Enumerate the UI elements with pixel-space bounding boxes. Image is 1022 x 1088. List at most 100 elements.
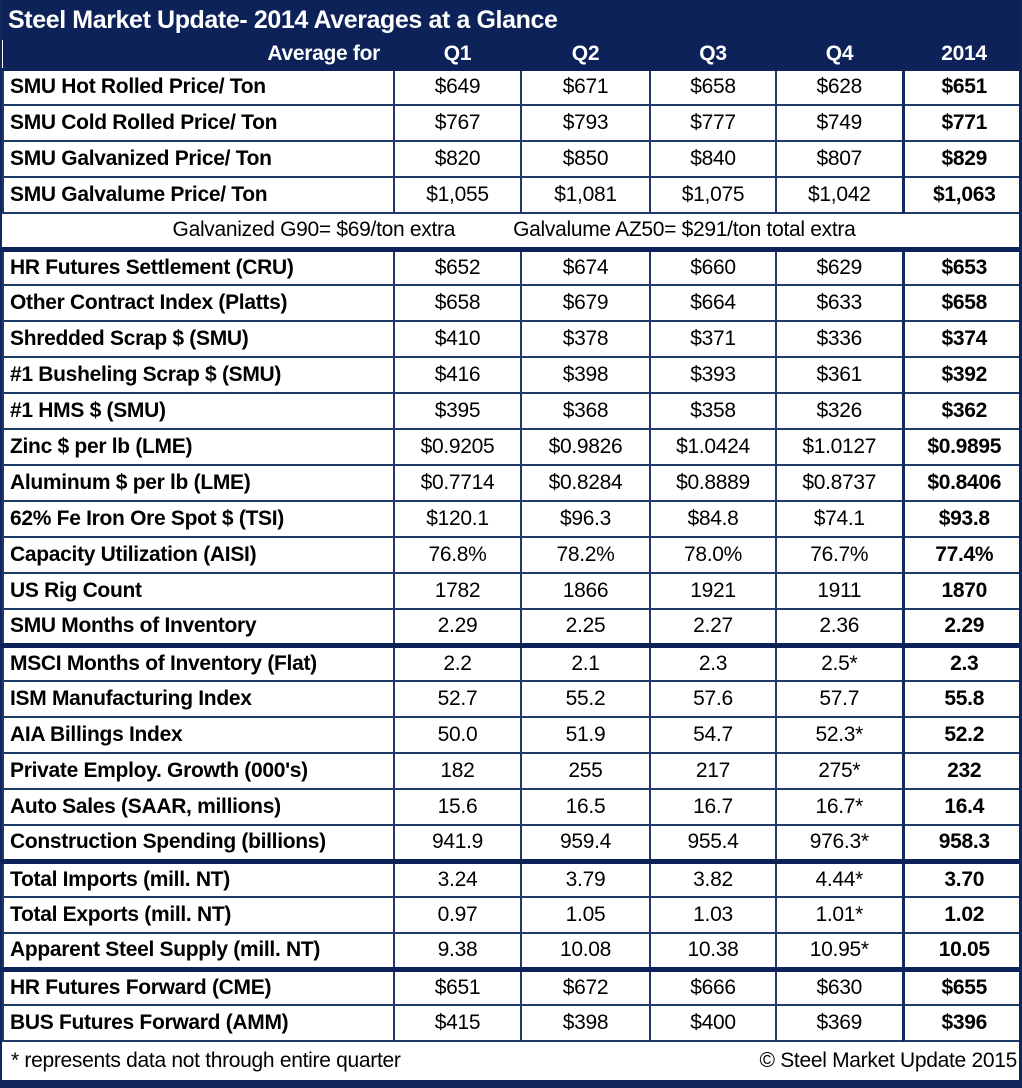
quarter-value-cell: $84.8 — [649, 500, 777, 538]
year-value-cell: 2.29 — [901, 608, 1019, 646]
year-value-cell: 3.70 — [901, 858, 1019, 898]
header-q3: Q3 — [650, 40, 776, 71]
quarter-value-cell: 2.5* — [775, 642, 904, 682]
row-label-cell: Other Contract Index (Platts) — [2, 284, 395, 322]
quarter-value-cell: 54.7 — [649, 716, 777, 754]
quarter-value-cell: $336 — [775, 320, 904, 358]
quarter-value-cell: $371 — [649, 320, 777, 358]
row-label-cell: US Rig Count — [2, 572, 395, 610]
year-value-cell: 1870 — [901, 572, 1019, 610]
quarter-value-cell: $361 — [775, 356, 904, 394]
quarter-value-cell: 76.8% — [393, 536, 522, 574]
table-row: Total Imports (mill. NT) 3.24 3.79 3.82 4.44… — [2, 858, 1019, 898]
year-value-cell: 52.2 — [901, 716, 1019, 754]
quarter-value-cell: 2.3 — [649, 642, 777, 682]
quarter-value-cell: $1,075 — [649, 176, 777, 214]
quarter-value-cell: 16.7 — [649, 788, 777, 826]
quarter-value-cell: $395 — [393, 392, 522, 430]
quarter-value-cell: $410 — [393, 320, 522, 358]
year-value-cell: $658 — [901, 284, 1019, 322]
quarter-value-cell: $666 — [649, 966, 777, 1006]
table-row: Total Exports (mill. NT) 0.97 1.05 1.03 1.01… — [2, 896, 1019, 934]
quarter-value-cell: $96.3 — [520, 500, 651, 538]
row-label-cell: #1 HMS $ (SMU) — [2, 392, 395, 430]
galvalume-extra-note: Galvalume AZ50= $291/ton total extra — [513, 218, 856, 242]
quarter-value-cell: 3.82 — [649, 858, 777, 898]
quarter-value-cell: 2.27 — [649, 608, 777, 646]
quarter-value-cell: 15.6 — [393, 788, 522, 826]
quarter-value-cell: 2.36 — [775, 608, 904, 646]
year-value-cell: $0.9895 — [901, 428, 1019, 466]
quarter-value-cell: 1921 — [649, 572, 777, 610]
table-header: Average for Q1 Q2 Q3 Q4 2014 — [3, 40, 1019, 71]
row-label-cell: Construction Spending (billions) — [2, 824, 395, 862]
year-value-cell: $0.8406 — [901, 464, 1019, 502]
quarter-value-cell: $649 — [393, 68, 522, 106]
quarter-value-cell: $628 — [775, 68, 904, 106]
quarter-value-cell: $1.0424 — [649, 428, 777, 466]
table-row: SMU Galvalume Price/ Ton $1,055 $1,081 $1,0… — [2, 176, 1019, 214]
header-row: Average for Q1 Q2 Q3 Q4 2014 — [3, 40, 1019, 71]
quarter-value-cell: 1.03 — [649, 896, 777, 934]
table-row: #1 Busheling Scrap $ (SMU) $416 $398 $393 $3… — [2, 356, 1019, 394]
quarter-value-cell: 2.1 — [520, 642, 651, 682]
quarter-value-cell: $74.1 — [775, 500, 904, 538]
quarter-value-cell: $0.9205 — [393, 428, 522, 466]
table-row: 62% Fe Iron Ore Spot $ (TSI) $120.1 $96.3 $… — [2, 500, 1019, 538]
quarter-value-cell: $120.1 — [393, 500, 522, 538]
year-value-cell: 16.4 — [901, 788, 1019, 826]
row-label-cell: SMU Galvanized Price/ Ton — [2, 140, 395, 178]
quarter-value-cell: $415 — [393, 1004, 522, 1042]
table-row: Private Employ. Growth (000's) 182 255 217 2… — [2, 752, 1019, 790]
quarter-value-cell: 955.4 — [649, 824, 777, 862]
footnote-asterisk: * represents data not through entire qua… — [11, 1049, 401, 1072]
quarter-value-cell: 51.9 — [520, 716, 651, 754]
coating-extras-note-row: Galvanized G90= $69/ton extra Galvalume A… — [3, 212, 1019, 250]
quarter-value-cell: 1.05 — [520, 896, 651, 934]
row-label-cell: MSCI Months of Inventory (Flat) — [2, 642, 395, 682]
quarter-value-cell: $651 — [393, 966, 522, 1006]
quarter-value-cell: 2.25 — [520, 608, 651, 646]
page-title: Steel Market Update- 2014 Averages at a … — [2, 0, 1019, 40]
year-value-cell: $651 — [901, 68, 1019, 106]
quarter-value-cell: 1866 — [520, 572, 651, 610]
quarter-value-cell: $672 — [520, 966, 651, 1006]
row-label-cell: HR Futures Forward (CME) — [2, 966, 395, 1006]
row-label-cell: SMU Cold Rolled Price/ Ton — [2, 104, 395, 142]
quarter-value-cell: 16.7* — [775, 788, 904, 826]
quarter-value-cell: 941.9 — [393, 824, 522, 862]
quarter-value-cell: $664 — [649, 284, 777, 322]
row-label-cell: Total Imports (mill. NT) — [2, 858, 395, 898]
row-label-cell: Private Employ. Growth (000's) — [2, 752, 395, 790]
row-label-cell: Total Exports (mill. NT) — [2, 896, 395, 934]
row-label-cell: Aluminum $ per lb (LME) — [2, 464, 395, 502]
row-label-cell: SMU Galvalume Price/ Ton — [2, 176, 395, 214]
quarter-value-cell: $1,055 — [393, 176, 522, 214]
quarter-value-cell: 2.29 — [393, 608, 522, 646]
table-row: MSCI Months of Inventory (Flat) 2.2 2.1 2.3… — [2, 642, 1019, 682]
quarter-value-cell: 959.4 — [520, 824, 651, 862]
quarter-value-cell: $1,042 — [775, 176, 904, 214]
quarter-value-cell: 1782 — [393, 572, 522, 610]
quarter-value-cell: 182 — [393, 752, 522, 790]
header-average-for: Average for — [3, 40, 394, 71]
quarter-value-cell: $807 — [775, 140, 904, 178]
quarter-value-cell: 976.3* — [775, 824, 904, 862]
year-value-cell: 55.8 — [901, 680, 1019, 718]
quarter-value-cell: $0.8737 — [775, 464, 904, 502]
quarter-value-cell: $652 — [393, 246, 522, 286]
quarter-value-cell: $793 — [520, 104, 651, 142]
table-footer: * represents data not through entire qua… — [3, 1040, 1019, 1080]
table-row: ISM Manufacturing Index 52.7 55.2 57.6 57.7 5… — [2, 680, 1019, 718]
year-value-cell: $1,063 — [901, 176, 1019, 214]
quarter-value-cell: $630 — [775, 966, 904, 1006]
quarter-value-cell: 52.3* — [775, 716, 904, 754]
year-value-cell: $653 — [901, 246, 1019, 286]
table-body: SMU Hot Rolled Price/ Ton $649 $671 $658 $62… — [2, 68, 1019, 1042]
quarter-value-cell: 52.7 — [393, 680, 522, 718]
header-2014: 2014 — [903, 40, 1019, 71]
quarter-value-cell: $820 — [393, 140, 522, 178]
quarter-value-cell: 57.7 — [775, 680, 904, 718]
row-label-cell: AIA Billings Index — [2, 716, 395, 754]
